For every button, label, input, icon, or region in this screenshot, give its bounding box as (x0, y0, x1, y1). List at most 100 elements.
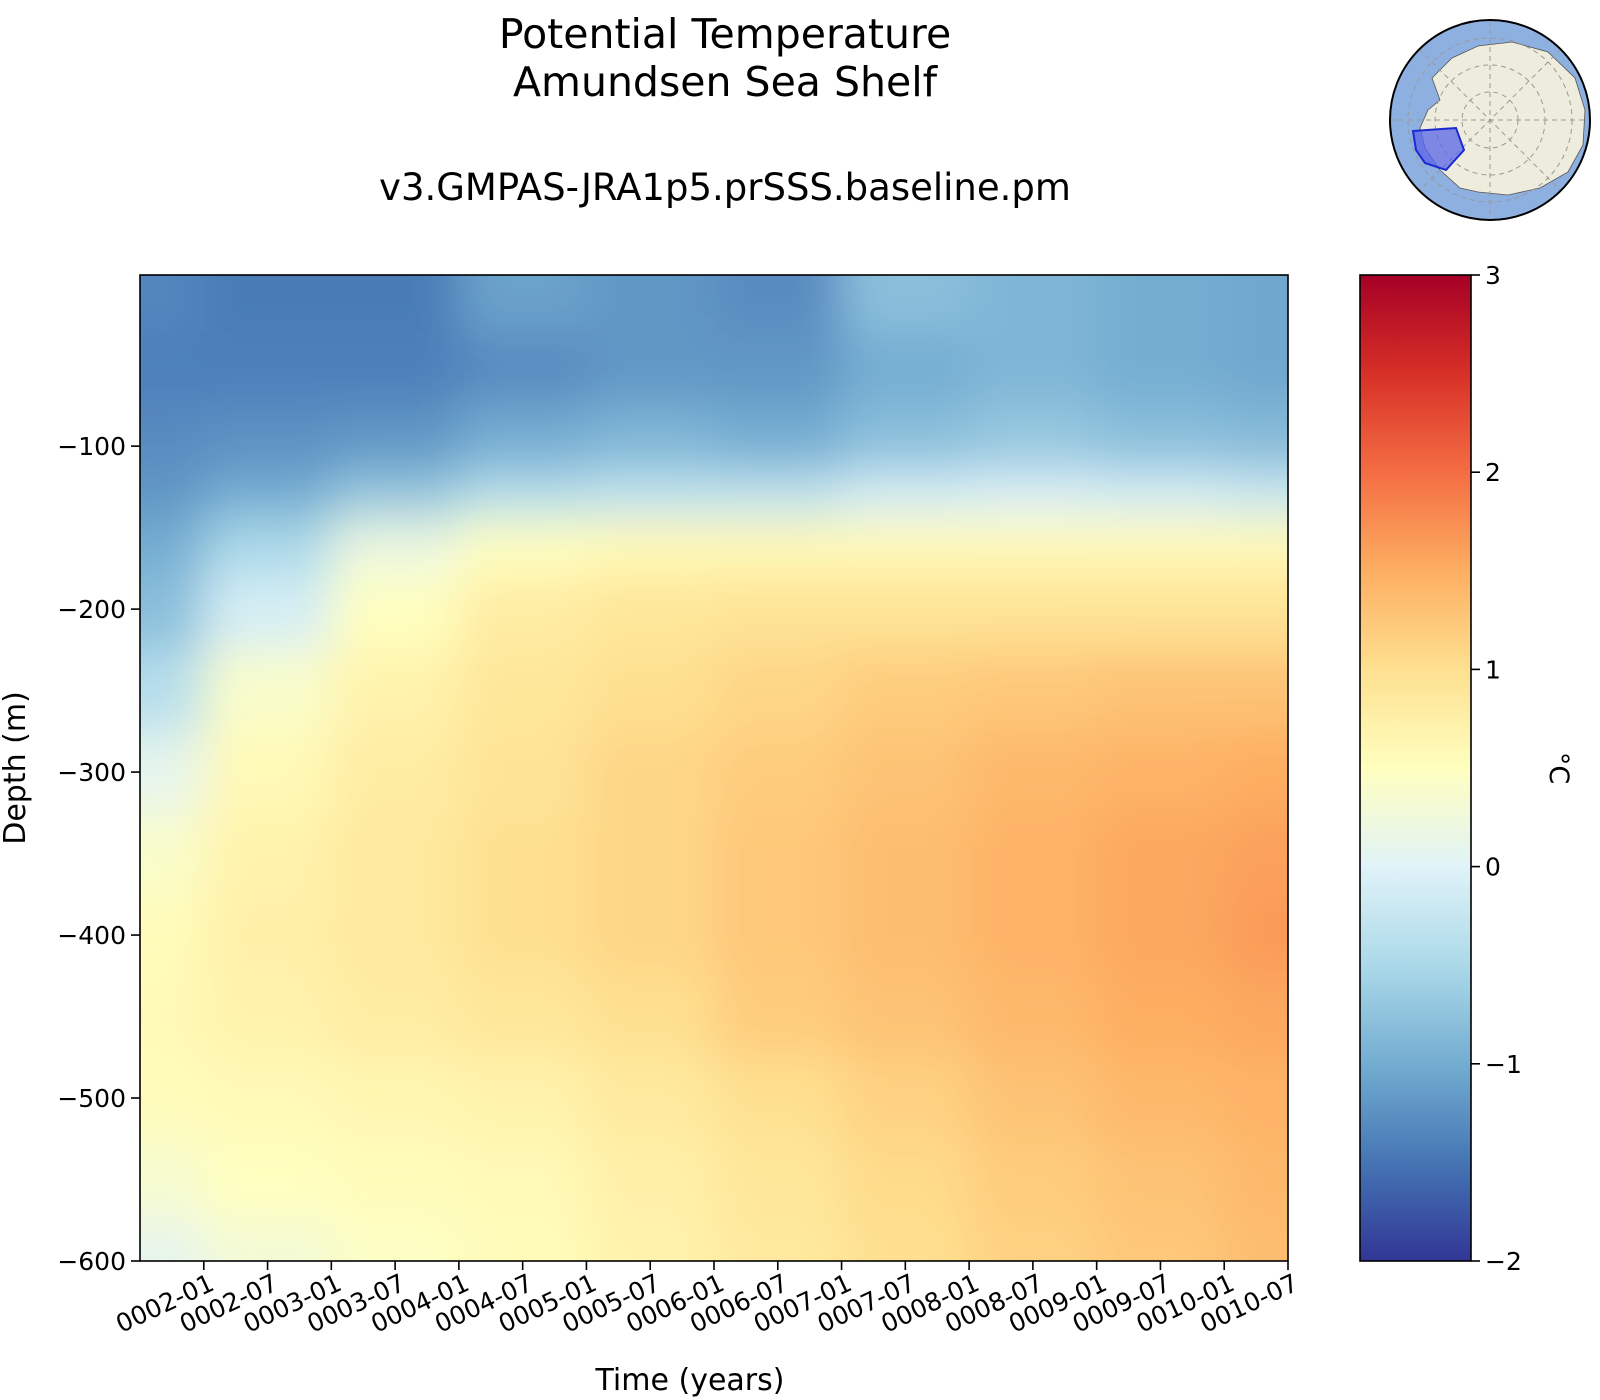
heatmap-cell (140, 1220, 205, 1261)
heatmap-cell (841, 405, 970, 472)
heatmap-cell (714, 332, 843, 406)
heatmap-cell (458, 332, 587, 406)
heatmap-cell (203, 731, 332, 814)
heatmap-cell (203, 1057, 332, 1140)
y-tick-label: −600 (57, 1247, 126, 1276)
heatmap-cell (1224, 405, 1288, 472)
heatmap-cell (841, 812, 970, 895)
heatmap-cell (586, 731, 715, 814)
heatmap-cell (331, 894, 460, 977)
heatmap-cell (140, 332, 205, 406)
heatmap-cell (140, 470, 205, 520)
heatmap-cell (458, 519, 587, 578)
heatmap-cell (714, 1220, 843, 1261)
heatmap-cell (1224, 1138, 1288, 1221)
heatmap-cell (458, 894, 587, 977)
heatmap-cell (714, 812, 843, 895)
heatmap-cell (969, 275, 1098, 333)
heatmap-cell (841, 519, 970, 578)
heatmap-cell (1224, 470, 1288, 520)
heatmap-cell (1096, 470, 1225, 520)
heatmap-cell (714, 519, 843, 578)
x-axis-label: Time (years) (595, 1363, 785, 1398)
heatmap-cell (586, 470, 715, 520)
heatmap-cell (458, 812, 587, 895)
heatmap-cell (1224, 519, 1288, 578)
heatmap-cell (1096, 812, 1225, 895)
antarctica-locator-map-icon (1389, 19, 1591, 221)
y-axis-label: Depth (m) (0, 691, 33, 845)
heatmap-cell (458, 576, 587, 651)
heatmap-cell (714, 1057, 843, 1140)
heatmap-cell (714, 649, 843, 732)
heatmap-cell (969, 731, 1098, 814)
heatmap-cell (969, 332, 1098, 406)
heatmap-cell (1224, 812, 1288, 895)
heatmap-cell (714, 470, 843, 520)
colorbar-tick-label: 0 (1485, 853, 1501, 882)
heatmap-cell (586, 576, 715, 651)
heatmap-cell (586, 1057, 715, 1140)
heatmap-cell (458, 1057, 587, 1140)
heatmap-cell (331, 1138, 460, 1221)
colorbar-tick-label: 1 (1485, 655, 1501, 684)
heatmap-area (140, 275, 1288, 1261)
heatmap-cell (714, 975, 843, 1058)
heatmap-cell (1224, 1057, 1288, 1140)
heatmap-cell (1096, 519, 1225, 578)
heatmap-cell (969, 405, 1098, 472)
heatmap-cell (1096, 649, 1225, 732)
heatmap-cell (586, 649, 715, 732)
heatmap-cell (969, 1057, 1098, 1140)
heatmap-cell (841, 1057, 970, 1140)
heatmap-cell (458, 470, 587, 520)
heatmap-cell (841, 1220, 970, 1261)
heatmap-cell (969, 894, 1098, 977)
heatmap-cell (203, 405, 332, 472)
colorbar-label: °C (1543, 752, 1574, 784)
heatmap-cell (714, 576, 843, 651)
heatmap-cell (714, 731, 843, 814)
colorbar-tick-label: 2 (1485, 458, 1501, 487)
heatmap-cell (841, 576, 970, 651)
colorbar-tick-label: −1 (1485, 1050, 1522, 1079)
colorbar-frame (1359, 274, 1472, 1262)
heatmap-cell (203, 649, 332, 732)
heatmap-cell (331, 332, 460, 406)
heatmap-cell (841, 731, 970, 814)
heatmap-cell (331, 275, 460, 333)
heatmap-cell (458, 975, 587, 1058)
heatmap-cell (586, 332, 715, 406)
colorbar-tick-label: 3 (1485, 261, 1501, 290)
heatmap-cell (331, 812, 460, 895)
heatmap-cell (586, 894, 715, 977)
heatmap-cell (203, 975, 332, 1058)
heatmap-cell (458, 405, 587, 472)
heatmap-cell (203, 275, 332, 333)
colorbar (1360, 275, 1471, 1261)
y-tick-label: −100 (57, 432, 126, 461)
heatmap-cell (140, 275, 205, 333)
heatmap-cell (586, 812, 715, 895)
heatmap-cell (1096, 975, 1225, 1058)
heatmap-cell (140, 975, 205, 1058)
heatmap-cell (203, 1138, 332, 1221)
heatmap-cell (1224, 576, 1288, 651)
heatmap-cell (458, 1220, 587, 1261)
heatmap-cell (331, 1057, 460, 1140)
heatmap-cell (203, 1220, 332, 1261)
heatmap-cell (586, 975, 715, 1058)
heatmap-cell (841, 649, 970, 732)
heatmap-cell (969, 1138, 1098, 1221)
heatmap-cell (841, 470, 970, 520)
heatmap-cell (969, 1220, 1098, 1261)
heatmap-cell (841, 1138, 970, 1221)
heatmap-cell (140, 731, 205, 814)
heatmap-cell (1096, 1138, 1225, 1221)
heatmap-cell (140, 1057, 205, 1140)
y-tick-label: −500 (57, 1084, 126, 1113)
heatmap-cell (458, 731, 587, 814)
heatmap-cell (714, 405, 843, 472)
heatmap-cell (1224, 649, 1288, 732)
